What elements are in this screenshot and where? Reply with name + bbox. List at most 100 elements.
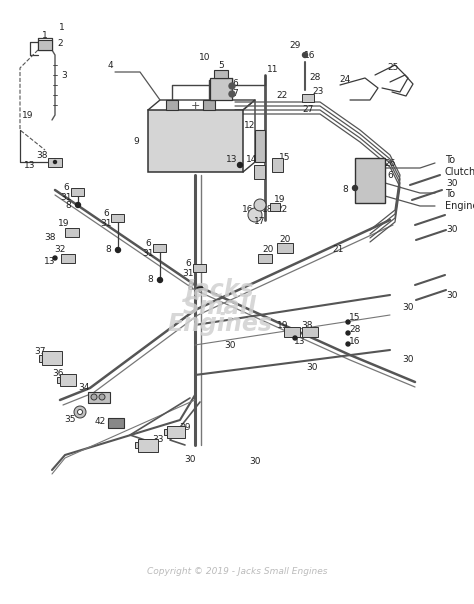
Text: 31: 31 bbox=[60, 193, 72, 202]
Text: 11: 11 bbox=[267, 65, 279, 74]
Text: 38: 38 bbox=[36, 150, 48, 159]
Text: 30: 30 bbox=[249, 457, 261, 466]
Text: 7: 7 bbox=[232, 89, 238, 98]
Bar bbox=[65, 228, 79, 237]
Text: 37: 37 bbox=[34, 347, 46, 356]
Bar bbox=[355, 158, 385, 203]
Text: 33: 33 bbox=[152, 435, 164, 445]
Text: 14: 14 bbox=[246, 155, 258, 164]
Text: 19: 19 bbox=[277, 321, 289, 330]
Text: 16: 16 bbox=[349, 338, 361, 347]
Text: 6: 6 bbox=[63, 182, 69, 191]
Circle shape bbox=[75, 202, 81, 208]
Text: 6: 6 bbox=[145, 239, 151, 248]
Text: 6: 6 bbox=[185, 259, 191, 268]
Circle shape bbox=[346, 342, 350, 346]
Circle shape bbox=[99, 394, 105, 400]
Text: 30: 30 bbox=[306, 364, 318, 373]
Text: 27: 27 bbox=[302, 106, 314, 115]
Text: 22: 22 bbox=[276, 91, 288, 100]
Text: 28: 28 bbox=[310, 74, 321, 83]
Bar bbox=[166, 100, 178, 110]
Text: 13: 13 bbox=[44, 257, 56, 266]
Bar bbox=[164, 429, 167, 435]
Text: 4: 4 bbox=[107, 60, 113, 69]
Bar bbox=[193, 264, 207, 272]
Bar bbox=[135, 442, 138, 448]
Bar bbox=[270, 203, 280, 211]
Bar bbox=[258, 254, 272, 263]
Text: 13: 13 bbox=[24, 161, 36, 170]
Text: 16: 16 bbox=[242, 205, 254, 214]
Text: 1: 1 bbox=[59, 24, 65, 33]
Circle shape bbox=[346, 331, 350, 335]
Circle shape bbox=[91, 394, 97, 400]
Text: To
Clutch: To Clutch bbox=[445, 155, 474, 177]
Text: 3: 3 bbox=[61, 71, 67, 80]
Bar bbox=[167, 426, 185, 438]
Text: 15: 15 bbox=[279, 153, 291, 162]
Text: 8: 8 bbox=[342, 185, 348, 194]
Text: 24: 24 bbox=[339, 76, 351, 85]
Text: Small: Small bbox=[183, 295, 257, 319]
Circle shape bbox=[353, 185, 357, 190]
Circle shape bbox=[254, 199, 266, 211]
Bar bbox=[302, 94, 314, 102]
Text: 26: 26 bbox=[384, 158, 396, 167]
Bar bbox=[273, 158, 283, 172]
Bar bbox=[88, 392, 110, 403]
Bar bbox=[203, 100, 215, 110]
Text: 1: 1 bbox=[42, 31, 48, 40]
Bar bbox=[302, 327, 318, 337]
Text: 20: 20 bbox=[279, 236, 291, 245]
Text: 30: 30 bbox=[224, 341, 236, 350]
Bar bbox=[255, 165, 265, 179]
Text: 15: 15 bbox=[349, 313, 361, 323]
Bar bbox=[38, 40, 52, 50]
Text: 42: 42 bbox=[94, 417, 106, 426]
Bar bbox=[39, 355, 42, 362]
Text: 6: 6 bbox=[387, 172, 393, 181]
Bar bbox=[138, 439, 158, 452]
Circle shape bbox=[229, 83, 235, 89]
Text: 22: 22 bbox=[276, 205, 288, 214]
Bar bbox=[214, 70, 228, 78]
Circle shape bbox=[116, 248, 120, 252]
Text: 6: 6 bbox=[232, 79, 238, 88]
Circle shape bbox=[248, 208, 262, 222]
Bar bbox=[42, 351, 62, 365]
Circle shape bbox=[237, 162, 243, 167]
Text: 8: 8 bbox=[65, 201, 71, 210]
Bar bbox=[48, 158, 62, 167]
Bar bbox=[255, 130, 265, 162]
Text: 10: 10 bbox=[199, 54, 211, 62]
Text: 23: 23 bbox=[312, 88, 324, 97]
Text: 28: 28 bbox=[349, 326, 361, 335]
Text: 19: 19 bbox=[274, 196, 286, 205]
Text: 6: 6 bbox=[103, 208, 109, 217]
Text: 19: 19 bbox=[58, 219, 70, 228]
Text: 39: 39 bbox=[179, 423, 191, 432]
Text: 34: 34 bbox=[78, 384, 90, 393]
Bar bbox=[72, 188, 84, 196]
Circle shape bbox=[302, 53, 308, 57]
Text: 36: 36 bbox=[52, 370, 64, 379]
Text: 30: 30 bbox=[184, 455, 196, 464]
Circle shape bbox=[346, 320, 350, 324]
Text: 20: 20 bbox=[262, 245, 273, 254]
Bar bbox=[61, 254, 75, 263]
Bar bbox=[148, 110, 243, 172]
Text: 12: 12 bbox=[244, 121, 255, 130]
Text: 21: 21 bbox=[332, 245, 344, 254]
Text: 30: 30 bbox=[446, 225, 458, 234]
Text: 8: 8 bbox=[147, 275, 153, 284]
Bar bbox=[57, 377, 60, 383]
Text: 31: 31 bbox=[182, 269, 194, 277]
Text: To
Engine: To Engine bbox=[445, 189, 474, 211]
Circle shape bbox=[78, 410, 82, 414]
Circle shape bbox=[74, 406, 86, 418]
Bar bbox=[210, 78, 232, 100]
Text: 19: 19 bbox=[22, 111, 34, 120]
Text: 30: 30 bbox=[402, 303, 414, 312]
Text: 13: 13 bbox=[294, 338, 306, 347]
